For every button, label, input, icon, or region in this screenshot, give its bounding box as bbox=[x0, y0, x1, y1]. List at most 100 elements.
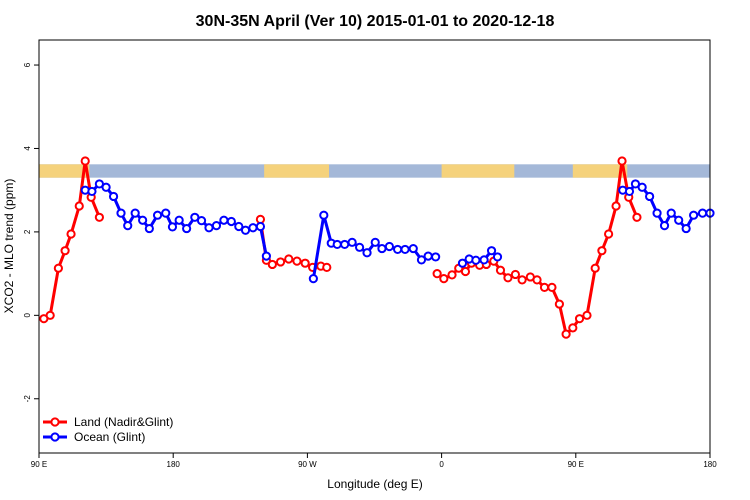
y-tick-label-3: 4 bbox=[23, 146, 32, 151]
data-point-0-1-4 bbox=[284, 254, 294, 264]
data-point-0-1-3 bbox=[275, 257, 286, 267]
data-point-0-1-6 bbox=[300, 258, 310, 268]
data-point-0-2-28 bbox=[632, 212, 642, 222]
data-point-1-0-24 bbox=[255, 221, 266, 232]
legend-label-0: Land (Nadir&Glint) bbox=[74, 415, 173, 429]
legend-label-1: Ocean (Glint) bbox=[74, 430, 145, 444]
data-point-0-1-9 bbox=[322, 262, 332, 272]
data-point-0-2-10 bbox=[503, 273, 513, 283]
data-point-1-1-16 bbox=[431, 252, 441, 262]
x-axis-label: Longitude (deg E) bbox=[327, 477, 422, 491]
data-point-0-0-3 bbox=[60, 246, 70, 256]
data-point-1-0-18 bbox=[211, 221, 222, 231]
x-tick-label-4: 90 E bbox=[568, 460, 584, 469]
data-point-1-1-9 bbox=[377, 243, 387, 254]
x-tick-label-3: 0 bbox=[439, 460, 444, 469]
data-point-0-2-18 bbox=[561, 329, 571, 339]
data-point-1-0-6 bbox=[123, 221, 133, 231]
data-point-1-3-5 bbox=[652, 208, 662, 218]
data-point-1-0-3 bbox=[101, 182, 111, 192]
data-point-1-0-11 bbox=[161, 208, 171, 218]
chart-title: 30N-35N April (Ver 10) 2015-01-01 to 202… bbox=[196, 13, 555, 30]
data-point-1-3-6 bbox=[659, 221, 670, 231]
data-point-0-2-20 bbox=[574, 314, 585, 324]
data-point-0-2-26 bbox=[617, 156, 627, 166]
data-point-0-1-2 bbox=[267, 259, 277, 270]
data-point-0-2-12 bbox=[517, 275, 527, 285]
data-point-1-0-19 bbox=[219, 215, 229, 225]
series-line-0-2 bbox=[436, 159, 639, 336]
data-point-1-1-4 bbox=[340, 239, 350, 250]
series-line-0-0 bbox=[43, 159, 101, 321]
data-point-1-1-10 bbox=[384, 241, 395, 252]
data-point-0-2-14 bbox=[532, 275, 542, 285]
axes: 90 E 180 90 W 0 90 E 180 -2 0 2 4 6 bbox=[23, 62, 717, 469]
data-point-1-0-5 bbox=[116, 208, 126, 218]
band-land-1 bbox=[264, 164, 330, 178]
data-point-1-1-3 bbox=[332, 239, 342, 250]
data-point-1-0-10 bbox=[152, 210, 163, 220]
data-point-1-0-23 bbox=[248, 223, 258, 233]
data-point-1-2-5 bbox=[492, 252, 503, 262]
data-point-1-0-17 bbox=[204, 223, 214, 233]
data-point-1-0-25 bbox=[261, 251, 271, 261]
data-point-0-0-5 bbox=[74, 201, 84, 211]
data-point-0-0-2 bbox=[53, 263, 63, 273]
data-point-1-3-4 bbox=[645, 191, 655, 202]
data-point-1-0-14 bbox=[182, 223, 192, 234]
data-point-1-3-10 bbox=[688, 210, 699, 220]
data-point-1-1-1 bbox=[319, 210, 329, 220]
data-point-1-3-3 bbox=[637, 182, 647, 192]
data-point-0-2-19 bbox=[568, 323, 578, 333]
data-point-1-1-12 bbox=[400, 244, 410, 255]
y-tick-label-0: -2 bbox=[23, 395, 32, 403]
data-point-0-0-6 bbox=[80, 156, 90, 166]
band-land-3 bbox=[572, 164, 628, 178]
x-tick-label-2: 90 W bbox=[298, 460, 317, 469]
legend-marker-0 bbox=[50, 417, 60, 427]
data-point-1-1-0 bbox=[308, 274, 318, 284]
data-point-1-1-15 bbox=[423, 251, 433, 261]
data-point-0-2-11 bbox=[510, 269, 521, 280]
data-point-1-1-11 bbox=[393, 244, 403, 255]
plot-frame bbox=[38, 39, 711, 454]
data-point-0-2-17 bbox=[554, 299, 564, 309]
data-point-0-2-16 bbox=[547, 282, 557, 292]
data-point-1-3-7 bbox=[666, 208, 676, 218]
data-point-1-3-11 bbox=[697, 208, 708, 218]
data-point-0-2-1 bbox=[439, 274, 449, 284]
x-tick-label-1: 180 bbox=[167, 460, 181, 469]
data-point-1-0-21 bbox=[234, 221, 244, 232]
y-axis-label: XCO2 - MLO trend (ppm) bbox=[2, 179, 16, 314]
data-point-0-1-5 bbox=[292, 256, 302, 266]
data-point-1-0-16 bbox=[196, 216, 207, 226]
data-point-1-2-0 bbox=[457, 258, 468, 268]
data-point-0-2-22 bbox=[590, 263, 600, 273]
series-layer bbox=[39, 156, 715, 339]
data-point-1-1-8 bbox=[370, 237, 380, 247]
data-point-1-1-5 bbox=[347, 237, 357, 247]
data-point-1-0-22 bbox=[240, 225, 251, 235]
series-ocean bbox=[80, 179, 715, 284]
data-point-1-0-20 bbox=[226, 216, 236, 227]
data-point-0-2-25 bbox=[611, 201, 621, 211]
surface-type-band bbox=[39, 164, 710, 178]
data-point-1-3-1 bbox=[624, 186, 635, 197]
data-point-1-2-4 bbox=[486, 246, 497, 256]
y-tick-label-4: 6 bbox=[23, 62, 32, 67]
data-point-1-0-4 bbox=[108, 191, 119, 202]
data-point-1-0-12 bbox=[167, 222, 178, 232]
data-point-0-2-24 bbox=[604, 229, 614, 239]
x-tick-label-0: 90 E bbox=[31, 460, 47, 469]
data-point-1-2-3 bbox=[479, 255, 489, 265]
data-point-1-0-8 bbox=[138, 215, 148, 225]
y-tick-label-1: 0 bbox=[23, 313, 32, 318]
data-point-0-2-15 bbox=[539, 282, 550, 292]
band-ocean bbox=[39, 164, 710, 178]
legend-marker-1 bbox=[50, 432, 60, 442]
data-point-1-0-13 bbox=[174, 215, 184, 225]
data-point-1-0-7 bbox=[130, 208, 140, 218]
data-point-0-2-21 bbox=[582, 310, 592, 320]
data-point-0-2-9 bbox=[495, 265, 506, 275]
